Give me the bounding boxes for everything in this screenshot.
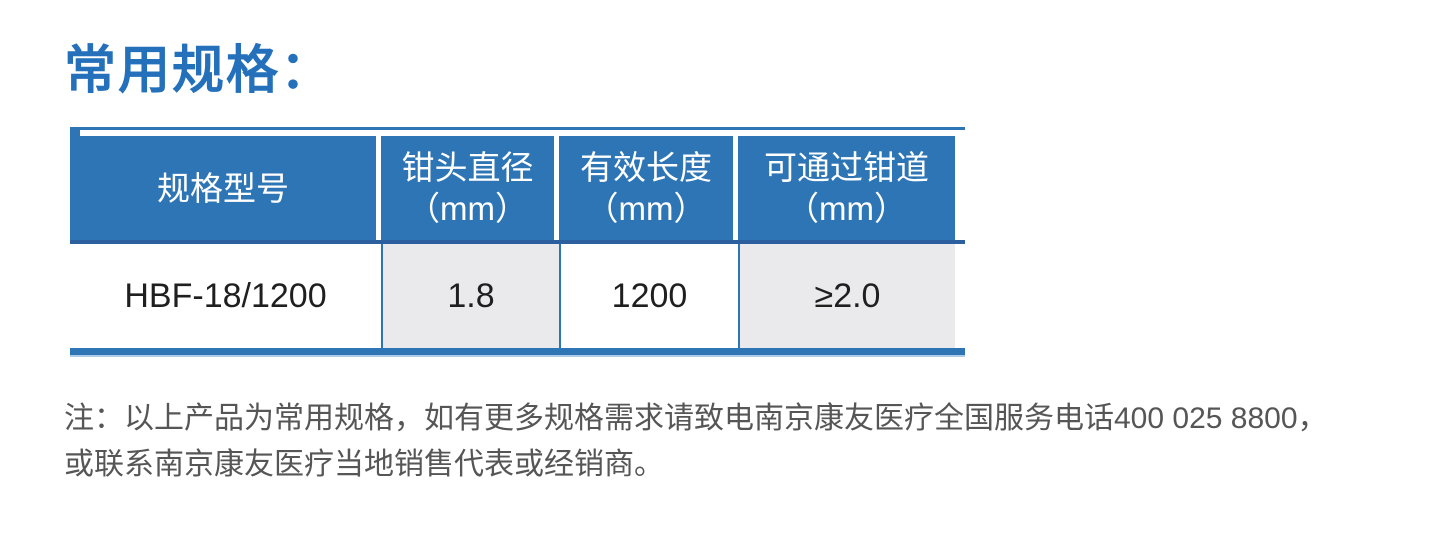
table-data-row: HBF-18/1200 1.8 1200 ≥2.0 xyxy=(70,244,955,348)
table-bottom-border-light xyxy=(70,355,965,357)
header-body-divider xyxy=(70,240,965,244)
header-cell-model: 规格型号 xyxy=(70,136,381,240)
header-label: 钳头直径 xyxy=(401,149,534,186)
header-label: 可通过钳道 xyxy=(764,149,929,186)
header-cell-effective-length: 有效长度 （mm） xyxy=(559,136,738,240)
cell-channel: ≥2.0 xyxy=(738,244,955,348)
footnote-line-2: 或联系南京康友医疗当地销售代表或经销商。 xyxy=(64,448,664,481)
header-unit: （mm） xyxy=(786,190,907,227)
cell-model: HBF-18/1200 xyxy=(70,244,381,348)
footnote-line-1: 注：以上产品为常用规格，如有更多规格需求请致电南京康友医疗全国服务电话400 0… xyxy=(64,402,1328,435)
cell-head-diameter: 1.8 xyxy=(381,244,559,348)
header-cell-head-diameter: 钳头直径 （mm） xyxy=(381,136,559,240)
header-unit: （mm） xyxy=(585,190,707,227)
header-label: 规格型号 xyxy=(157,169,289,207)
header-label: 有效长度 xyxy=(580,149,712,186)
spec-table: 规格型号 钳头直径 （mm） 有效长度 （mm） 可通过钳道 （mm） HBF-… xyxy=(70,127,965,358)
table-top-border-left-nub xyxy=(70,130,80,137)
header-cell-channel: 可通过钳道 （mm） xyxy=(738,136,955,240)
cell-effective-length: 1200 xyxy=(559,244,738,348)
page-title: 常用规格： xyxy=(64,42,335,100)
footnote: 注：以上产品为常用规格，如有更多规格需求请致电南京康友医疗全国服务电话400 0… xyxy=(64,396,1394,488)
table-bottom-border xyxy=(70,348,965,355)
table-header-row: 规格型号 钳头直径 （mm） 有效长度 （mm） 可通过钳道 （mm） xyxy=(70,136,955,240)
table-top-border xyxy=(70,127,965,130)
header-unit: （mm） xyxy=(407,190,528,227)
